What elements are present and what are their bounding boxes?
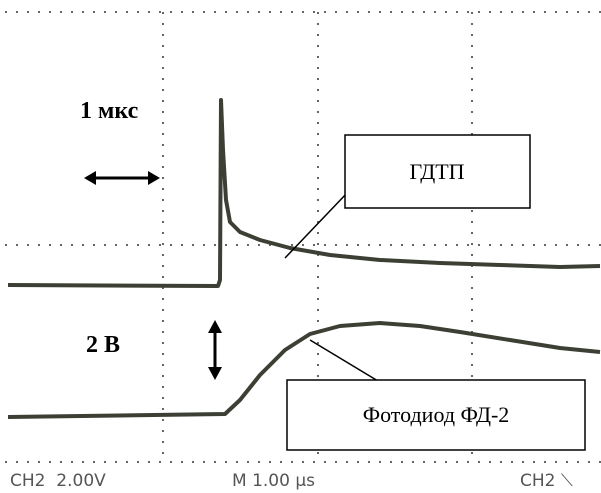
upper-trace-label: ГДТП <box>409 159 464 184</box>
lower-trace-label: Фотодиод ФД-2 <box>363 402 510 427</box>
voltage-scale-label: 2 В <box>86 332 120 358</box>
channel-volts: CH2 2.00V <box>10 471 106 491</box>
scope-screenshot: 1 мкс 2 В ГДТП Фотодиод ФД-2 CH2 2.00V M… <box>0 0 601 493</box>
time-scale-label: 1 мкс <box>80 98 139 124</box>
trigger: CH2 ⟍ <box>520 471 573 491</box>
timebase: M 1.00 µs <box>232 471 315 491</box>
